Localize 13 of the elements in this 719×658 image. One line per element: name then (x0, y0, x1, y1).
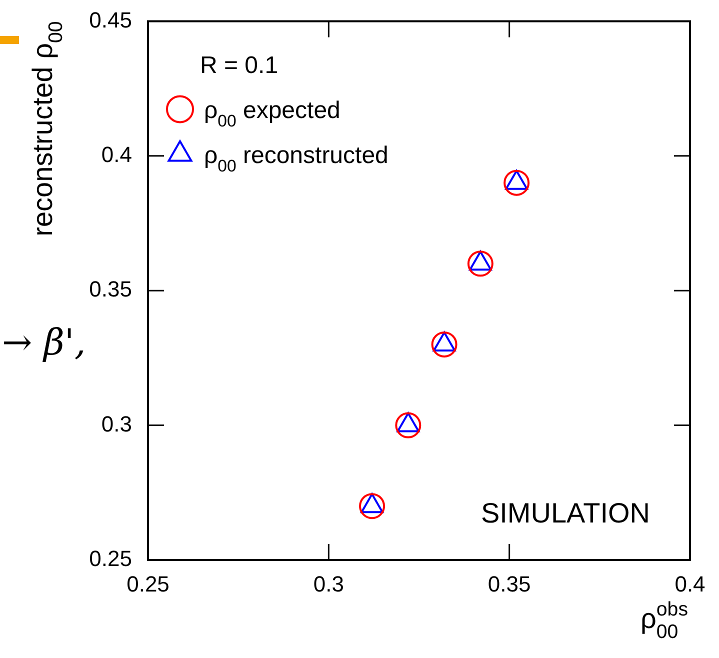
x-tick-label: 0.35 (488, 571, 531, 596)
legend-title: R = 0.1 (200, 52, 278, 80)
y-tick-label: 0.4 (101, 142, 132, 167)
y-tick-label: 0.45 (89, 7, 132, 32)
y-tick-label: 0.35 (89, 276, 132, 302)
y-tick-label: 0.25 (89, 546, 132, 572)
x-tick-label: 0.4 (674, 571, 706, 596)
y-axis-title: reconstructed ρ00 (27, 21, 67, 236)
y-tick-label: 0.3 (101, 411, 132, 436)
text: → β', (2, 322, 86, 364)
annotation: SIMULATION (480, 498, 650, 529)
x-tick-label: 0.25 (126, 571, 170, 596)
x-tick-label: 0.3 (313, 571, 344, 596)
